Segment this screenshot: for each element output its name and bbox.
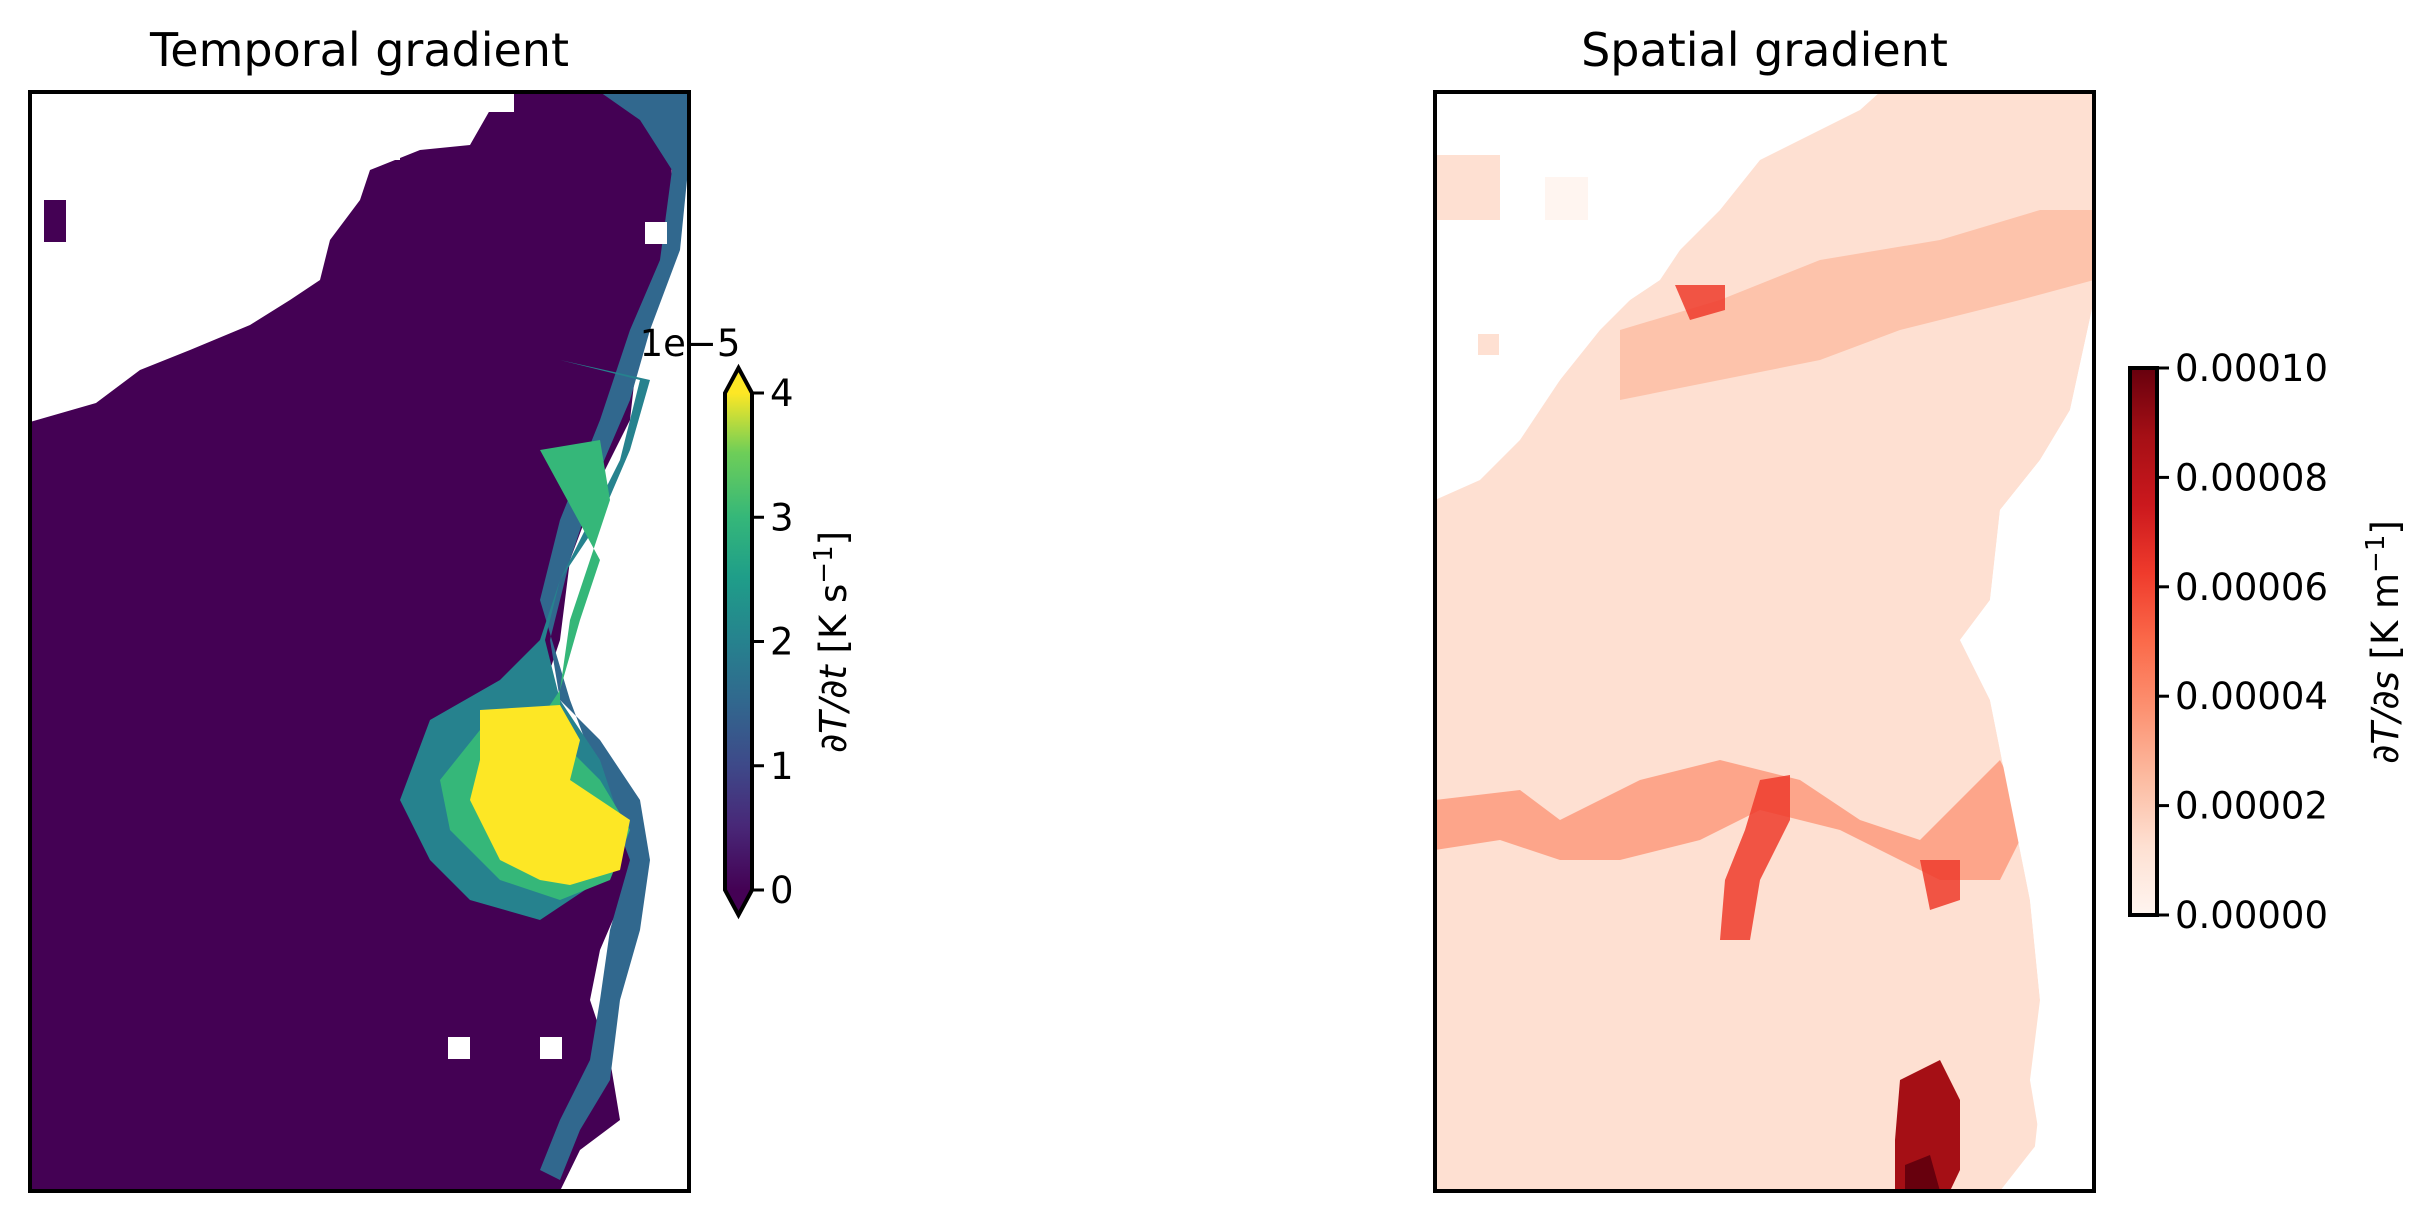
- spatial-heatmap: [1435, 92, 2094, 1191]
- temporal-nan-hole-3: [645, 222, 667, 244]
- spatial-colorbar-tick-label: 0.00006: [2175, 566, 2328, 609]
- spatial-colorbar-tick-label: 0.00000: [2175, 894, 2328, 937]
- temporal-field-mid: [520, 92, 689, 1180]
- spatial-field-front-east: [1920, 860, 1960, 910]
- temporal-field-high: [470, 705, 630, 885]
- temporal-colorbar-tick-label: 3: [770, 496, 794, 539]
- temporal-nan-patch: [44, 200, 66, 242]
- spatial-nan-east: [1960, 300, 2094, 1191]
- spatial-field-peak-core: [1905, 1155, 1940, 1191]
- spatial-colorbar-ticks: 0.00000 0.00002 0.00004 0.00006 0.00008 0.000…: [2157, 347, 2328, 937]
- temporal-colorbar-extend-min: [725, 890, 752, 915]
- spatial-axes-frame: [1433, 90, 2096, 1193]
- temporal-colorbar-tick-label: 2: [770, 621, 794, 664]
- temporal-nan-north: [30, 92, 514, 398]
- spatial-field-fronts: [1720, 775, 1790, 940]
- spatial-colorbar-tick-label: 0.00002: [2175, 785, 2328, 828]
- spatial-colorbar: 0.00000 0.00002 0.00004 0.00006 0.00008 0.000…: [2128, 347, 2407, 937]
- spatial-colorbar-tick-label: 0.00008: [2175, 456, 2328, 499]
- spatial-coast-speck-1: [1435, 155, 1500, 220]
- temporal-colorbar-ticks: 0 1 2 3 4: [752, 372, 794, 912]
- temporal-heatmap: [30, 92, 689, 1191]
- spatial-gradient-panel: Spatial gradient 0.000000.000020.000040.…: [1433, 23, 2407, 1193]
- spatial-field-peak: [1895, 1060, 1960, 1191]
- temporal-gradient-panel: Temporal gradient 0 1 2 3 4 1e−5: [28, 23, 855, 1193]
- temporal-colorbar: 0 1 2 3 4 1e−5 ∂T/∂t [K s−1]: [640, 322, 855, 920]
- temporal-colorbar-tick-label: 1: [770, 745, 794, 788]
- temporal-colorbar-tick-label: 0: [770, 869, 794, 912]
- spatial-field-base: [1435, 92, 2094, 1191]
- spatial-colorbar-label: ∂T/∂s [K m−1]: [2361, 520, 2407, 764]
- temporal-title: Temporal gradient: [149, 23, 569, 77]
- temporal-colorbar-offset: 1e−5: [640, 322, 741, 365]
- spatial-colorbar-tick-label: 0.00004: [2175, 675, 2328, 718]
- spatial-colorbar-bar: [2128, 366, 2159, 917]
- temporal-colorbar-extend-max: [725, 368, 752, 393]
- spatial-title: Spatial gradient: [1581, 23, 1948, 77]
- spatial-field-band-upper: [1620, 210, 2094, 400]
- temporal-colorbar-bar: [725, 393, 752, 890]
- spatial-field-front-ne: [1675, 285, 1725, 320]
- temporal-colorbar-tick-label: 4: [770, 372, 794, 415]
- temporal-axes-frame: [28, 90, 691, 1193]
- temporal-field-low: [30, 92, 689, 1191]
- temporal-nan-east: [540, 150, 689, 1191]
- spatial-coast-speck-2: [1545, 177, 1588, 220]
- spatial-field-band-lower: [1435, 760, 2030, 880]
- spatial-coast-speck-3: [1478, 334, 1499, 355]
- spatial-colorbar-tick-label: 0.00010: [2175, 347, 2328, 390]
- temporal-nan-hole-2: [540, 1037, 562, 1059]
- temporal-nan-hole-1: [448, 1037, 470, 1059]
- temporal-colorbar-label: ∂T/∂t [K s−1]: [809, 531, 855, 753]
